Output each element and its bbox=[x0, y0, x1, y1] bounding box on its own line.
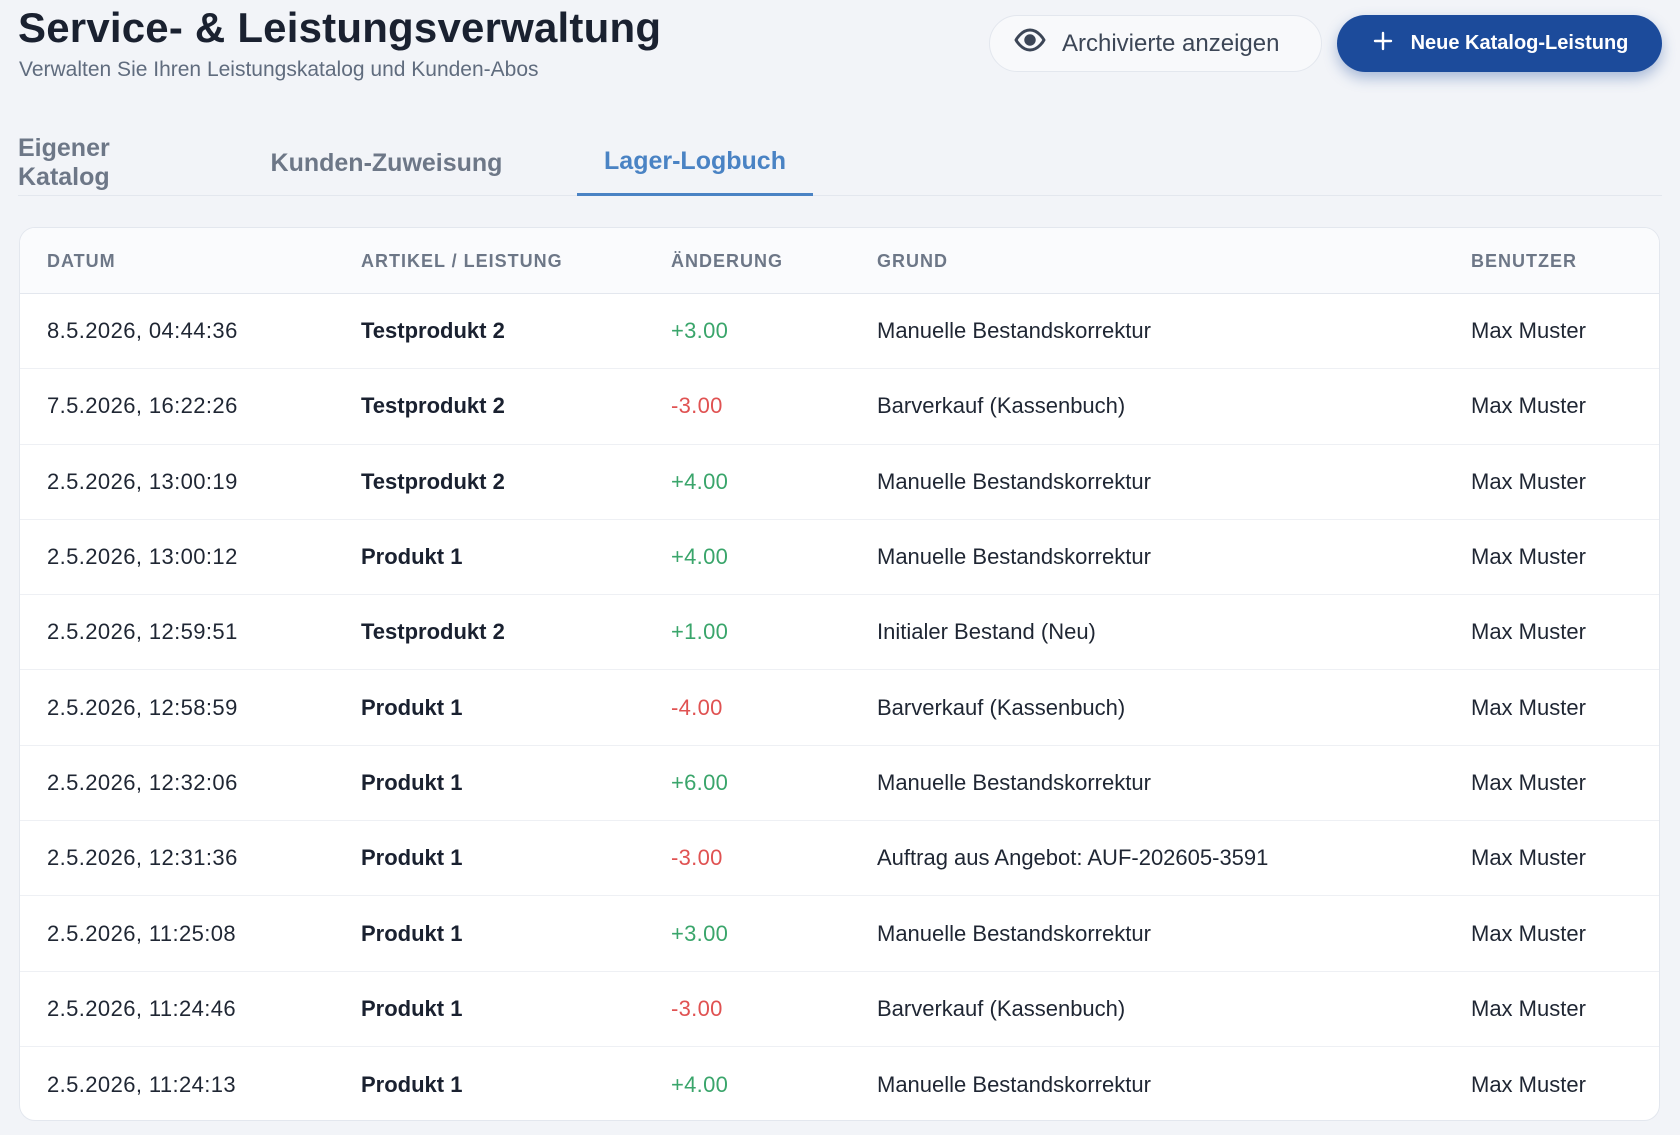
table-row: 7.5.2026, 16:22:26 Testprodukt 2 -3.00 Barv… bbox=[20, 369, 1659, 445]
table-row: 2.5.2026, 12:59:51 Testprodukt 2 +1.00 Init… bbox=[20, 595, 1659, 671]
show-archived-button[interactable]: Archivierte anzeigen bbox=[989, 15, 1322, 72]
table-row: 2.5.2026, 12:58:59 Produkt 1 -4.00 Barverka… bbox=[20, 670, 1659, 746]
log-change: -3.00 bbox=[671, 393, 723, 419]
new-catalog-service-label: Neue Katalog-Leistung bbox=[1410, 32, 1629, 54]
log-reason: Manuelle Bestandskorrektur bbox=[877, 544, 1151, 570]
table-row: 2.5.2026, 11:25:08 Produkt 1 +3.00 Manuelle… bbox=[20, 896, 1659, 972]
log-user: Max Muster bbox=[1471, 318, 1586, 344]
log-change: -4.00 bbox=[671, 694, 723, 720]
log-change: +3.00 bbox=[671, 920, 729, 946]
log-user: Max Muster bbox=[1471, 845, 1586, 871]
tab-bar: Eigener Katalog Kunden-Zuweisung Lager-L… bbox=[18, 130, 1662, 196]
column-header-user: BENUTZER bbox=[1471, 250, 1577, 271]
page-title: Service- & Leistungsverwaltung bbox=[18, 4, 662, 51]
log-item: Produkt 1 bbox=[361, 544, 463, 570]
log-reason: Barverkauf (Kassenbuch) bbox=[877, 393, 1126, 419]
log-reason: Initialer Bestand (Neu) bbox=[877, 619, 1096, 645]
log-date: 2.5.2026, 12:32:06 bbox=[47, 769, 238, 795]
table-body: 8.5.2026, 04:44:36 Testprodukt 2 +3.00 Manu… bbox=[20, 294, 1659, 1120]
log-item: Produkt 1 bbox=[361, 995, 463, 1021]
log-date: 2.5.2026, 11:24:13 bbox=[47, 1071, 237, 1097]
column-header-reason: GRUND bbox=[877, 250, 948, 271]
table-row: 2.5.2026, 12:32:06 Produkt 1 +6.00 Manuelle… bbox=[20, 746, 1659, 822]
log-reason: Auftrag aus Angebot: AUF-202605-3591 bbox=[877, 845, 1269, 871]
column-header-change: ÄNDERUNG bbox=[671, 250, 784, 271]
log-item: Testprodukt 2 bbox=[361, 318, 505, 344]
log-user: Max Muster bbox=[1471, 769, 1586, 795]
log-change: +4.00 bbox=[671, 468, 729, 494]
stock-log-table: DATUM ARTIKEL / LEISTUNG ÄNDERUNG GRUND … bbox=[19, 227, 1660, 1121]
log-date: 2.5.2026, 12:31:36 bbox=[47, 845, 238, 871]
log-reason: Manuelle Bestandskorrektur bbox=[877, 1071, 1151, 1097]
log-date: 2.5.2026, 13:00:19 bbox=[47, 468, 238, 494]
log-date: 2.5.2026, 13:00:12 bbox=[47, 544, 238, 570]
log-user: Max Muster bbox=[1471, 920, 1586, 946]
tab-customer-assignment[interactable]: Kunden-Zuweisung bbox=[270, 148, 503, 177]
eye-icon bbox=[1014, 24, 1046, 63]
log-user: Max Muster bbox=[1471, 544, 1586, 570]
log-date: 7.5.2026, 16:22:26 bbox=[47, 393, 238, 419]
new-catalog-service-button[interactable]: Neue Katalog-Leistung bbox=[1337, 15, 1662, 72]
log-date: 8.5.2026, 04:44:36 bbox=[47, 318, 238, 344]
plus-icon bbox=[1371, 29, 1395, 59]
log-change: -3.00 bbox=[671, 995, 723, 1021]
log-reason: Barverkauf (Kassenbuch) bbox=[877, 694, 1126, 720]
table-header: DATUM ARTIKEL / LEISTUNG ÄNDERUNG GRUND … bbox=[20, 228, 1659, 294]
log-item: Produkt 1 bbox=[361, 845, 463, 871]
show-archived-label: Archivierte anzeigen bbox=[1062, 29, 1280, 57]
log-reason: Manuelle Bestandskorrektur bbox=[877, 920, 1151, 946]
log-user: Max Muster bbox=[1471, 619, 1586, 645]
log-user: Max Muster bbox=[1471, 995, 1586, 1021]
log-item: Testprodukt 2 bbox=[361, 468, 505, 494]
log-item: Produkt 1 bbox=[361, 769, 463, 795]
log-item: Produkt 1 bbox=[361, 694, 463, 720]
log-change: +6.00 bbox=[671, 769, 729, 795]
tab-own-catalog[interactable]: Eigener Katalog bbox=[18, 134, 110, 191]
log-reason: Manuelle Bestandskorrektur bbox=[877, 318, 1151, 344]
log-user: Max Muster bbox=[1471, 694, 1586, 720]
page-header: Service- & Leistungsverwaltung Verwalten… bbox=[18, 0, 1662, 100]
log-change: +4.00 bbox=[671, 544, 729, 570]
page-subtitle: Verwalten Sie Ihren Leistungskatalog und… bbox=[19, 58, 539, 81]
log-item: Produkt 1 bbox=[361, 920, 463, 946]
log-date: 2.5.2026, 11:25:08 bbox=[47, 920, 237, 946]
log-reason: Manuelle Bestandskorrektur bbox=[877, 769, 1151, 795]
log-date: 2.5.2026, 11:24:46 bbox=[47, 995, 237, 1021]
column-header-date: DATUM bbox=[47, 250, 116, 271]
log-change: -3.00 bbox=[671, 845, 723, 871]
log-reason: Manuelle Bestandskorrektur bbox=[877, 468, 1151, 494]
table-row: 2.5.2026, 12:31:36 Produkt 1 -3.00 Auftrag … bbox=[20, 821, 1659, 897]
log-item: Testprodukt 2 bbox=[361, 393, 505, 419]
log-date: 2.5.2026, 12:58:59 bbox=[47, 694, 238, 720]
log-change: +4.00 bbox=[671, 1071, 729, 1097]
table-row: 2.5.2026, 11:24:46 Produkt 1 -3.00 Barverka… bbox=[20, 972, 1659, 1047]
column-header-item: ARTIKEL / LEISTUNG bbox=[361, 250, 563, 271]
table-row: 8.5.2026, 04:44:36 Testprodukt 2 +3.00 Manu… bbox=[20, 294, 1659, 370]
log-change: +1.00 bbox=[671, 619, 729, 645]
log-user: Max Muster bbox=[1471, 1071, 1586, 1097]
log-reason: Barverkauf (Kassenbuch) bbox=[877, 995, 1126, 1021]
table-row: 2.5.2026, 13:00:19 Testprodukt 2 +4.00 Manu… bbox=[20, 445, 1659, 520]
log-change: +3.00 bbox=[671, 318, 729, 344]
log-item: Produkt 1 bbox=[361, 1071, 463, 1097]
log-user: Max Muster bbox=[1471, 468, 1586, 494]
log-user: Max Muster bbox=[1471, 393, 1586, 419]
table-row: 2.5.2026, 13:00:12 Produkt 1 +4.00 Manuelle… bbox=[20, 520, 1659, 596]
log-item: Testprodukt 2 bbox=[361, 619, 505, 645]
table-row: 2.5.2026, 11:24:13 Produkt 1 +4.00 Manuelle… bbox=[20, 1047, 1659, 1120]
log-date: 2.5.2026, 12:59:51 bbox=[47, 619, 238, 645]
tab-stock-log[interactable]: Lager-Logbuch bbox=[577, 130, 813, 196]
